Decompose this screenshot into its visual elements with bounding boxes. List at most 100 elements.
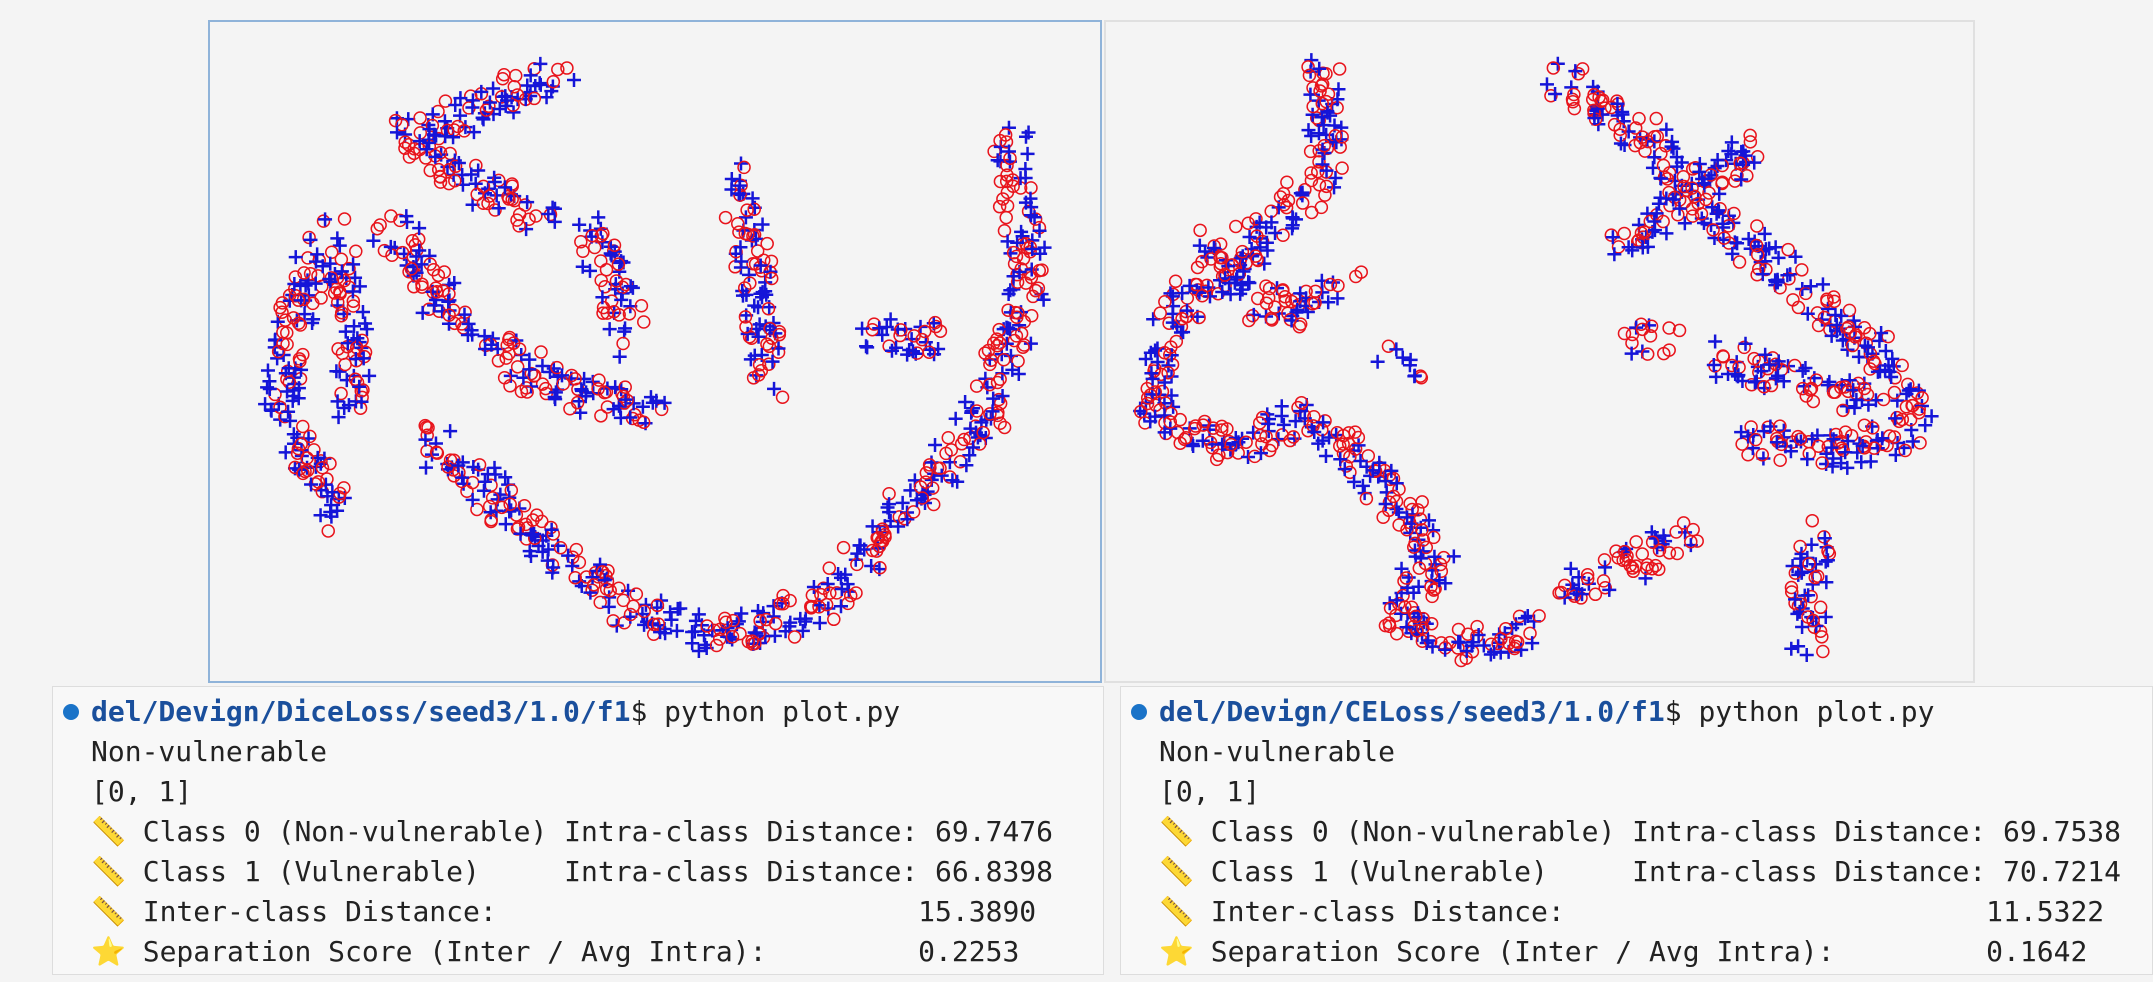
point-class-1 xyxy=(1788,592,1803,607)
point-class-1 xyxy=(1487,644,1502,659)
point-class-0 xyxy=(823,586,837,600)
point-class-0 xyxy=(1259,296,1274,310)
point-class-0 xyxy=(1773,453,1787,467)
point-class-0 xyxy=(1314,79,1329,93)
point-class-0 xyxy=(1544,88,1558,103)
point-class-0 xyxy=(1532,609,1546,623)
point-class-1 xyxy=(1014,224,1029,239)
point-class-1 xyxy=(1788,249,1803,264)
point-class-0 xyxy=(1006,245,1021,260)
point-class-0 xyxy=(1699,192,1713,207)
point-class-0 xyxy=(271,344,286,359)
point-class-1 xyxy=(465,492,480,507)
point-class-0 xyxy=(431,268,446,283)
point-class-0 xyxy=(1262,281,1277,296)
point-class-1 xyxy=(758,284,773,299)
point-class-1 xyxy=(812,616,827,631)
point-class-1 xyxy=(451,155,466,170)
point-class-1 xyxy=(1378,496,1393,511)
point-class-0 xyxy=(413,111,427,125)
point-class-1 xyxy=(1459,644,1474,659)
point-class-0 xyxy=(747,202,761,217)
point-class-0 xyxy=(1192,310,1206,325)
point-class-0 xyxy=(1694,207,1709,221)
point-class-0 xyxy=(1801,610,1815,624)
point-class-0 xyxy=(1805,513,1820,528)
point-class-0 xyxy=(550,360,564,375)
point-class-1 xyxy=(1006,269,1021,284)
point-class-1 xyxy=(297,307,312,322)
point-class-0 xyxy=(395,245,410,260)
point-class-0 xyxy=(762,339,777,354)
point-class-1 xyxy=(1571,570,1586,585)
point-class-0 xyxy=(1399,571,1414,585)
point-class-1 xyxy=(443,424,458,439)
point-class-0 xyxy=(1303,144,1318,159)
point-class-1 xyxy=(322,272,337,287)
point-class-0 xyxy=(1494,632,1508,646)
point-class-1 xyxy=(1327,180,1342,195)
point-class-0 xyxy=(1312,178,1327,192)
point-class-0 xyxy=(1588,587,1603,602)
point-class-1 xyxy=(1316,415,1331,430)
point-class-0 xyxy=(1863,326,1877,341)
point-class-1 xyxy=(1863,454,1878,469)
point-class-1 xyxy=(1768,371,1783,386)
point-class-1 xyxy=(597,573,612,588)
point-class-0 xyxy=(1140,396,1155,411)
point-class-0 xyxy=(405,233,420,248)
point-class-0 xyxy=(1313,84,1327,98)
point-class-0 xyxy=(512,219,526,233)
point-class-0 xyxy=(737,160,751,175)
point-class-0 xyxy=(752,357,767,372)
point-class-0 xyxy=(1203,435,1218,450)
point-class-1 xyxy=(1840,434,1855,449)
point-class-0 xyxy=(1727,206,1741,221)
point-class-0 xyxy=(1249,212,1263,226)
point-class-0 xyxy=(970,404,984,418)
point-class-0 xyxy=(1784,580,1799,595)
point-class-0 xyxy=(990,338,1004,353)
point-class-1 xyxy=(732,178,747,193)
point-class-1 xyxy=(1539,77,1554,92)
point-class-1 xyxy=(857,542,872,557)
output-line: [0, 1] xyxy=(1159,775,1261,808)
point-class-0 xyxy=(982,377,997,392)
point-class-1 xyxy=(1834,456,1849,471)
point-class-1 xyxy=(612,349,627,364)
point-class-0 xyxy=(1376,510,1390,525)
point-class-0 xyxy=(1312,155,1326,169)
point-class-0 xyxy=(1031,281,1046,295)
point-class-1 xyxy=(1307,424,1322,439)
point-class-0 xyxy=(933,461,947,476)
point-class-1 xyxy=(891,519,906,534)
point-class-1 xyxy=(542,365,557,380)
point-class-1 xyxy=(565,559,580,574)
point-class-1 xyxy=(1311,126,1326,141)
point-class-0 xyxy=(1838,380,1852,394)
point-class-1 xyxy=(1347,474,1362,489)
point-class-1 xyxy=(840,577,855,592)
point-class-1 xyxy=(1195,433,1210,448)
point-class-0 xyxy=(431,162,446,177)
point-class-0 xyxy=(812,600,826,614)
point-class-0 xyxy=(1755,447,1770,462)
point-class-0 xyxy=(491,354,506,368)
point-class-0 xyxy=(1845,338,1860,353)
point-class-1 xyxy=(1707,231,1722,246)
point-class-1 xyxy=(1384,463,1399,478)
point-class-1 xyxy=(356,351,371,366)
point-class-0 xyxy=(587,578,601,592)
point-class-0 xyxy=(1912,405,1926,420)
point-class-1 xyxy=(348,270,363,285)
point-class-0 xyxy=(1177,432,1192,447)
output-line: 📏 Class 0 (Non-vulnerable) Intra-class D… xyxy=(91,815,1054,848)
point-class-1 xyxy=(1400,510,1415,525)
point-class-1 xyxy=(482,95,497,110)
point-class-1 xyxy=(905,344,920,359)
plot-frame xyxy=(208,20,1102,683)
point-class-1 xyxy=(1914,398,1929,413)
point-class-1 xyxy=(1351,438,1366,453)
point-class-1 xyxy=(313,456,328,471)
point-class-1 xyxy=(1182,278,1197,293)
